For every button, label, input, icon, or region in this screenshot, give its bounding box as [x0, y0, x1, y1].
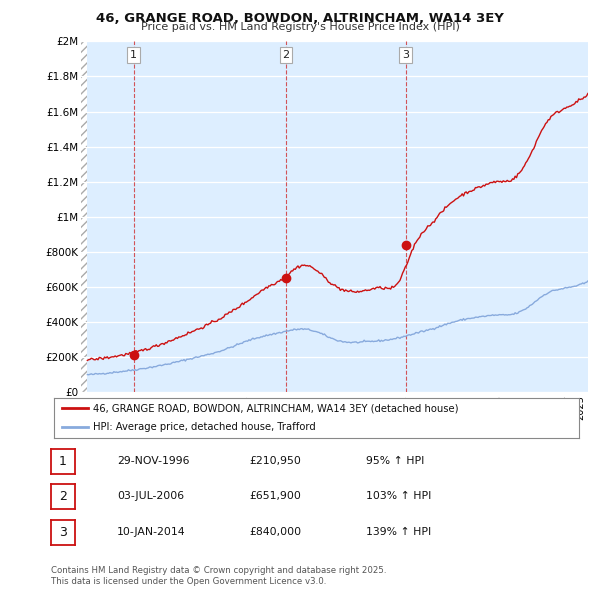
Text: 95% ↑ HPI: 95% ↑ HPI: [366, 456, 424, 466]
Text: 46, GRANGE ROAD, BOWDON, ALTRINCHAM, WA14 3EY: 46, GRANGE ROAD, BOWDON, ALTRINCHAM, WA1…: [96, 12, 504, 25]
Bar: [81, 41, 88, 392]
Text: 3: 3: [59, 526, 67, 539]
Text: £840,000: £840,000: [249, 527, 301, 536]
Text: 1: 1: [130, 50, 137, 60]
Text: Price paid vs. HM Land Registry's House Price Index (HPI): Price paid vs. HM Land Registry's House …: [140, 22, 460, 32]
Text: 29-NOV-1996: 29-NOV-1996: [117, 456, 190, 466]
Text: 10-JAN-2014: 10-JAN-2014: [117, 527, 185, 536]
Text: 2: 2: [283, 50, 290, 60]
Text: £651,900: £651,900: [249, 491, 301, 501]
Text: 03-JUL-2006: 03-JUL-2006: [117, 491, 184, 501]
Text: HPI: Average price, detached house, Trafford: HPI: Average price, detached house, Traf…: [94, 422, 316, 432]
Text: 3: 3: [402, 50, 409, 60]
Text: Contains HM Land Registry data © Crown copyright and database right 2025.
This d: Contains HM Land Registry data © Crown c…: [51, 566, 386, 586]
Text: 2: 2: [59, 490, 67, 503]
Text: 1: 1: [59, 455, 67, 468]
Text: £210,950: £210,950: [249, 456, 301, 466]
Text: 103% ↑ HPI: 103% ↑ HPI: [366, 491, 431, 501]
Text: 139% ↑ HPI: 139% ↑ HPI: [366, 527, 431, 536]
Text: 46, GRANGE ROAD, BOWDON, ALTRINCHAM, WA14 3EY (detached house): 46, GRANGE ROAD, BOWDON, ALTRINCHAM, WA1…: [94, 404, 459, 414]
